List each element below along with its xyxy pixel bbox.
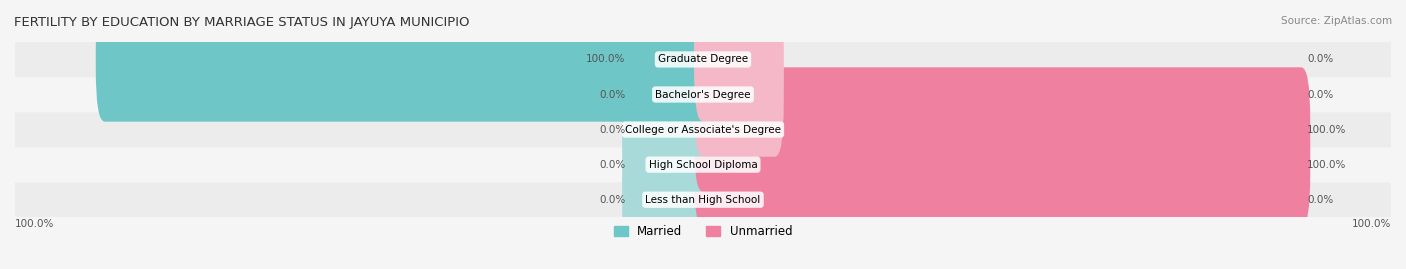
Text: 0.0%: 0.0% <box>599 90 626 100</box>
FancyBboxPatch shape <box>695 137 783 262</box>
Text: FERTILITY BY EDUCATION BY MARRIAGE STATUS IN JAYUYA MUNICIPIO: FERTILITY BY EDUCATION BY MARRIAGE STATU… <box>14 16 470 29</box>
FancyBboxPatch shape <box>695 32 783 157</box>
FancyBboxPatch shape <box>695 102 1310 227</box>
Text: Less than High School: Less than High School <box>645 195 761 205</box>
FancyBboxPatch shape <box>15 147 1391 183</box>
Text: Bachelor's Degree: Bachelor's Degree <box>655 90 751 100</box>
FancyBboxPatch shape <box>15 77 1391 112</box>
Text: Graduate Degree: Graduate Degree <box>658 54 748 65</box>
FancyBboxPatch shape <box>15 112 1391 147</box>
Text: 0.0%: 0.0% <box>599 195 626 205</box>
Text: 0.0%: 0.0% <box>599 125 626 134</box>
FancyBboxPatch shape <box>623 67 711 192</box>
Text: High School Diploma: High School Diploma <box>648 160 758 170</box>
Text: 100.0%: 100.0% <box>1351 219 1391 229</box>
Text: 100.0%: 100.0% <box>586 54 626 65</box>
FancyBboxPatch shape <box>623 137 711 262</box>
Text: 0.0%: 0.0% <box>1308 90 1333 100</box>
FancyBboxPatch shape <box>695 0 783 122</box>
FancyBboxPatch shape <box>15 182 1391 218</box>
Text: 100.0%: 100.0% <box>15 219 55 229</box>
FancyBboxPatch shape <box>623 32 711 157</box>
Text: 100.0%: 100.0% <box>1308 125 1347 134</box>
Text: 0.0%: 0.0% <box>599 160 626 170</box>
Text: 0.0%: 0.0% <box>1308 54 1333 65</box>
FancyBboxPatch shape <box>623 102 711 227</box>
Text: 100.0%: 100.0% <box>1308 160 1347 170</box>
Text: Source: ZipAtlas.com: Source: ZipAtlas.com <box>1281 16 1392 26</box>
Legend: Married, Unmarried: Married, Unmarried <box>609 221 797 243</box>
FancyBboxPatch shape <box>96 0 711 122</box>
Text: College or Associate's Degree: College or Associate's Degree <box>626 125 780 134</box>
FancyBboxPatch shape <box>15 41 1391 77</box>
FancyBboxPatch shape <box>695 67 1310 192</box>
Text: 0.0%: 0.0% <box>1308 195 1333 205</box>
